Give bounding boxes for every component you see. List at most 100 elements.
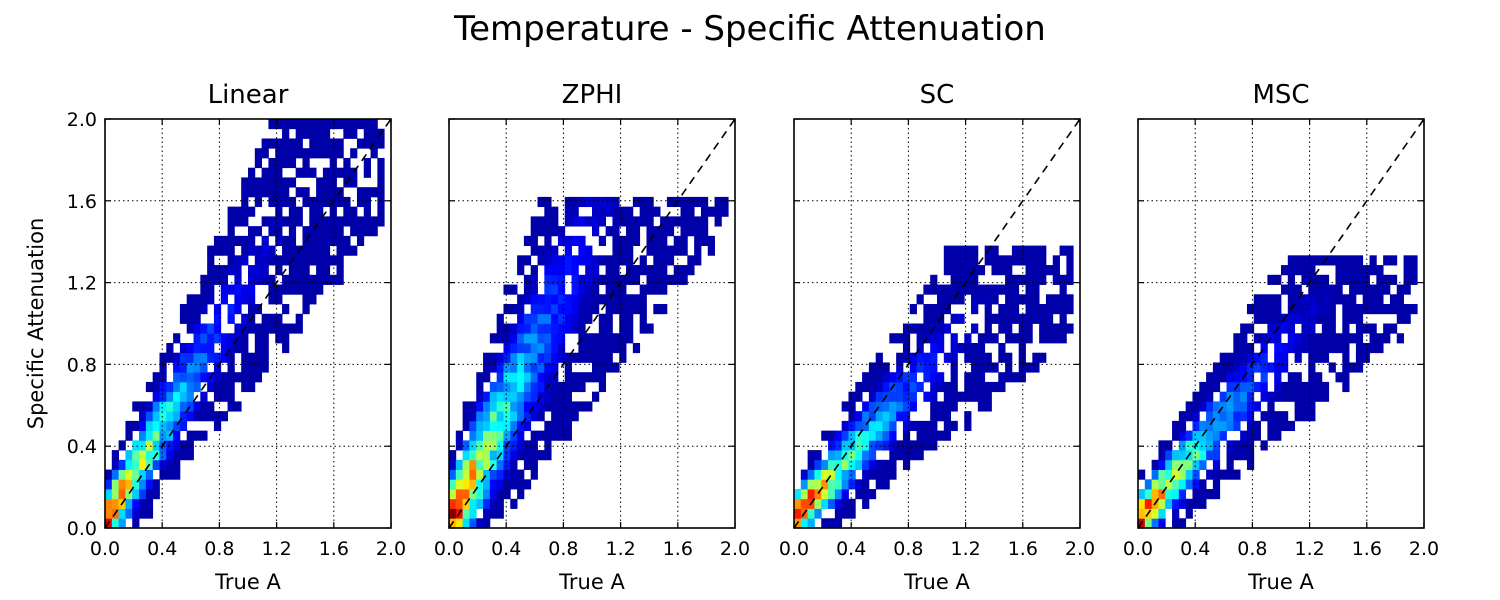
density-cell (220, 265, 228, 276)
density-cell (909, 372, 917, 383)
density-cell (862, 450, 870, 461)
density-cell (173, 362, 181, 373)
density-cell (1212, 489, 1221, 500)
density-cell (1172, 450, 1180, 461)
density-cell (193, 323, 201, 334)
density-cell (1253, 313, 1261, 324)
density-cell (1396, 284, 1404, 295)
density-cell (612, 216, 620, 227)
density-cell (971, 372, 979, 383)
density-cell (517, 440, 525, 451)
density-cell (1321, 333, 1330, 344)
density-cell (1199, 459, 1207, 470)
density-cell (537, 430, 545, 441)
density-cell (807, 518, 815, 529)
density-cell (1018, 333, 1026, 344)
density-cell (329, 167, 337, 178)
density-cell (227, 265, 235, 276)
density-cell (1294, 294, 1302, 305)
density-cell (248, 167, 256, 178)
density-cell (1301, 333, 1309, 344)
density-cell (496, 411, 504, 422)
density-cell (1240, 342, 1248, 354)
density-cell (523, 274, 532, 285)
density-cell (510, 469, 518, 480)
density-cell (275, 284, 283, 295)
density-cell (626, 294, 634, 305)
density-cell (193, 294, 201, 305)
density-cell (902, 381, 911, 393)
density-cell (1005, 294, 1013, 305)
density-cell (950, 391, 958, 402)
density-cell (322, 245, 331, 256)
density-cell (234, 206, 242, 217)
density-cell (902, 333, 911, 344)
density-cell (125, 489, 133, 500)
density-cell (173, 430, 181, 441)
density-cell (1342, 372, 1350, 383)
density-cell (227, 226, 235, 237)
density-cell (227, 245, 235, 256)
density-cell (834, 440, 843, 451)
density-cell (455, 430, 464, 441)
density-cell (1267, 323, 1275, 334)
density-cell (868, 469, 877, 480)
density-cell (1301, 304, 1309, 315)
y-tick-label: 0.8 (67, 354, 97, 376)
density-cell (1253, 420, 1261, 432)
density-cell (1165, 459, 1173, 470)
density-cell (343, 216, 351, 227)
density-cell (496, 401, 504, 412)
density-cell (1274, 420, 1282, 432)
density-cell (1274, 391, 1282, 402)
density-cell (139, 498, 147, 509)
density-cell (612, 274, 620, 285)
density-cell (653, 206, 661, 217)
density-cell (639, 255, 647, 266)
density-cell (145, 469, 154, 480)
density-cell (1158, 508, 1166, 519)
density-cell (496, 479, 504, 490)
density-cell (1287, 265, 1296, 276)
density-cell (1212, 440, 1221, 451)
density-cell (152, 372, 160, 383)
density-cell (510, 381, 518, 393)
density-cell (530, 304, 538, 315)
density-cell (261, 265, 269, 276)
density-cell (896, 440, 904, 451)
density-cell (1355, 313, 1364, 324)
density-cell (268, 138, 276, 149)
density-cell (1032, 245, 1040, 256)
density-cell (1267, 362, 1275, 373)
density-cell (1158, 469, 1166, 480)
density-cell (544, 420, 552, 432)
density-cell (896, 362, 904, 373)
density-cell (943, 381, 952, 393)
density-cell (585, 255, 593, 266)
density-cell (923, 284, 931, 295)
density-cell (557, 284, 566, 295)
density-cell (288, 226, 297, 237)
density-cell (1240, 323, 1248, 334)
density-cell (152, 440, 160, 451)
density-cell (834, 479, 843, 490)
density-cell (889, 430, 897, 441)
density-cell (517, 479, 525, 490)
density-cell (489, 440, 498, 451)
density-cell (275, 167, 283, 178)
density-cell (889, 450, 897, 461)
density-cell (530, 226, 538, 237)
density-cell (984, 323, 992, 334)
density-cell (916, 440, 924, 451)
density-cell (1032, 304, 1040, 315)
density-cell (544, 313, 552, 324)
density-cell (523, 372, 532, 383)
density-cell (1233, 372, 1241, 383)
density-cell (632, 226, 641, 237)
x-tick-label: 0.4 (491, 538, 521, 560)
density-cell (1274, 411, 1282, 422)
density-cell (1294, 333, 1302, 344)
density-cell (564, 216, 572, 227)
density-cell (1005, 333, 1013, 344)
density-cell (794, 508, 802, 519)
